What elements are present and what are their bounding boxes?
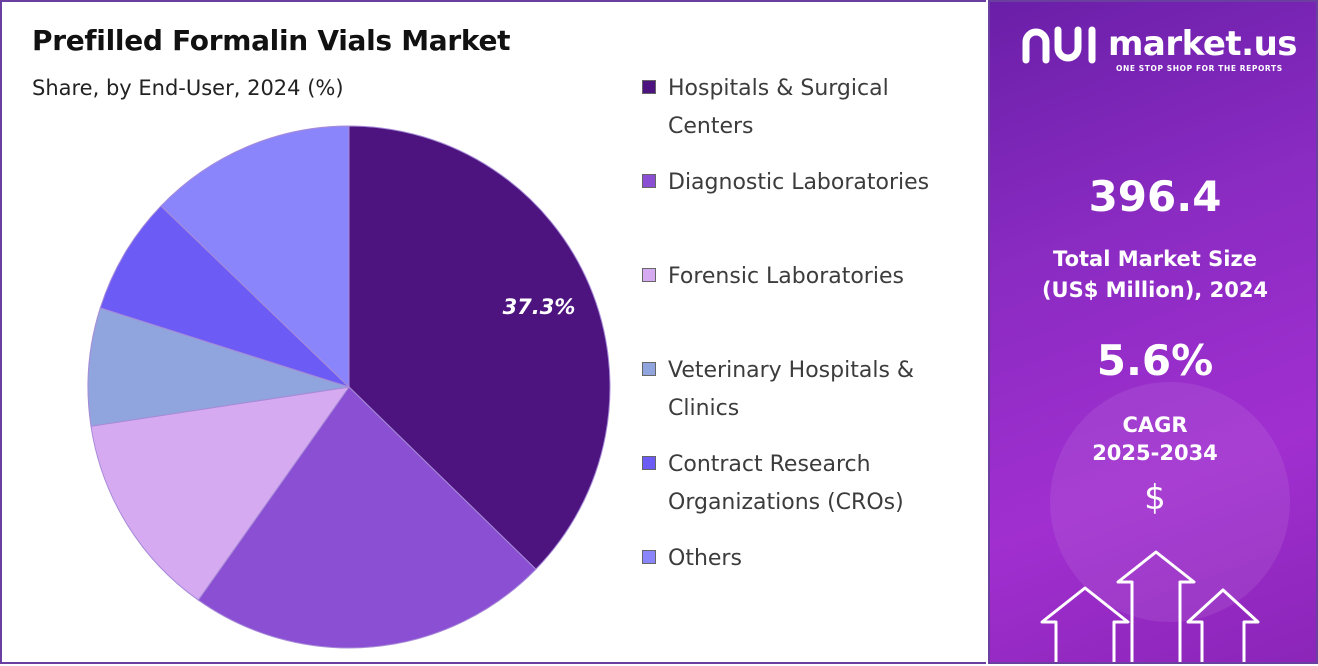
- brand-tagline: ONE STOP SHOP FOR THE REPORTS: [1116, 64, 1283, 73]
- arrow-up-icon: [1186, 588, 1260, 662]
- legend-swatch: [642, 362, 656, 376]
- chart-title: Prefilled Formalin Vials Market: [32, 24, 511, 57]
- chart-panel: Prefilled Formalin Vials Market Share, b…: [0, 0, 986, 664]
- market-size-label-line-1: Total Market Size: [1053, 247, 1257, 271]
- legend-label-line: Diagnostic Laboratories: [668, 170, 930, 195]
- cagr-period: 2025-2034: [1092, 441, 1218, 465]
- legend-label-line: Hospitals & Surgical: [668, 76, 889, 101]
- legend-label-line: Others: [668, 546, 742, 571]
- pie-slice-0: [348, 125, 611, 570]
- legend-label-line: Organizations (CROs): [668, 490, 904, 515]
- legend-item-4: Contract Research Organizations (CROs): [642, 446, 982, 522]
- market-us-logo-icon: [1022, 26, 1096, 64]
- decorative-glow: [1050, 382, 1290, 622]
- growth-arrows-icon: [1040, 550, 1260, 662]
- legend-item-1: Diagnostic Laboratories: [642, 164, 982, 202]
- pie-data-label-0: 37.3%: [503, 295, 576, 319]
- legend-label-line: Clinics: [668, 396, 740, 421]
- legend-swatch: [642, 80, 656, 94]
- legend-label-line: Forensic Laboratories: [668, 264, 904, 289]
- pie-slice-1: [197, 386, 537, 649]
- brand-name: market.us: [1108, 24, 1298, 64]
- market-size-label-line-2: (US$ Million), 2024: [1041, 278, 1269, 302]
- legend-label-line: Centers: [668, 114, 754, 139]
- legend-label-line: Veterinary Hospitals &: [668, 358, 915, 383]
- dollar-icon: $: [1144, 478, 1166, 518]
- legend-swatch: [642, 174, 656, 188]
- legend-label: Contract Research Organizations (CROs): [668, 446, 904, 522]
- legend-item-0: Hospitals & Surgical Centers: [642, 70, 982, 146]
- legend-label: Veterinary Hospitals & Clinics: [668, 352, 914, 428]
- pie-slice-5: [160, 125, 350, 389]
- cagr-value: 5.6%: [1096, 336, 1214, 385]
- brand-logo: market.us ONE STOP SHOP FOR THE REPORTS: [1022, 24, 1302, 74]
- legend-label: Hospitals & Surgical Centers: [668, 70, 889, 146]
- chart-subtitle: Share, by End-User, 2024 (%): [32, 76, 344, 100]
- legend-label-line: Contract Research: [668, 452, 871, 477]
- legend-item-5: Others: [642, 540, 982, 578]
- legend-swatch: [642, 550, 656, 564]
- summary-panel: market.us ONE STOP SHOP FOR THE REPORTS …: [988, 0, 1318, 664]
- pie-slice-2: [90, 386, 351, 601]
- arrow-up-icon: [1040, 586, 1130, 662]
- legend-item-3: Veterinary Hospitals & Clinics: [642, 352, 982, 428]
- cagr-label: CAGR: [1122, 413, 1188, 437]
- pie-slice-4: [99, 205, 350, 388]
- arrow-up-icon: [1116, 550, 1196, 662]
- legend-label: Others: [668, 540, 742, 578]
- legend-swatch: [642, 456, 656, 470]
- pie-slice-3: [87, 307, 350, 427]
- market-size-value: 396.4: [1088, 172, 1222, 221]
- legend-label: Diagnostic Laboratories: [668, 164, 929, 202]
- pie-chart: 37.3%: [87, 125, 611, 649]
- legend-item-2: Forensic Laboratories: [642, 258, 982, 296]
- legend-label: Forensic Laboratories: [668, 258, 904, 296]
- legend-swatch: [642, 268, 656, 282]
